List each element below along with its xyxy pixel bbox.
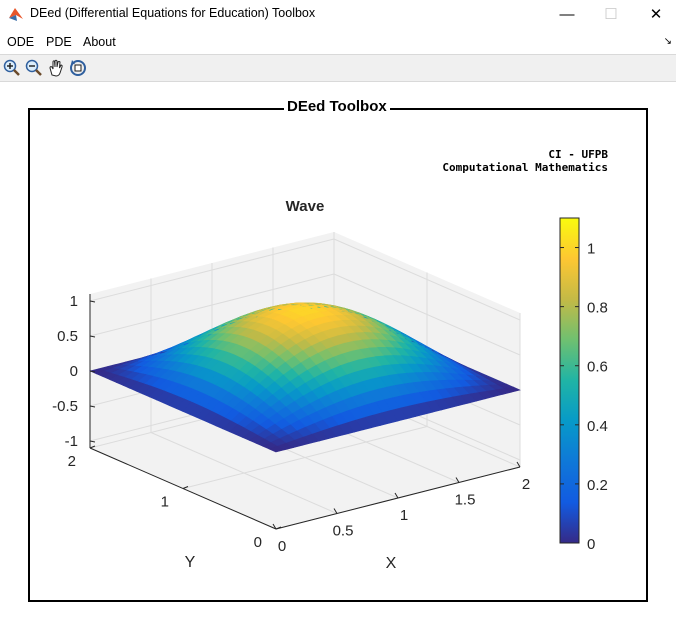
title-bar: DEed (Differential Equations for Educati…	[0, 0, 676, 28]
close-button[interactable]: ✕	[649, 6, 663, 23]
pan-hand-icon[interactable]	[46, 58, 66, 78]
plot-title: Wave	[286, 198, 325, 215]
z-tick-label: 0.5	[57, 328, 78, 345]
y-tick-mark	[182, 486, 189, 489]
z-tick-label: -0.5	[52, 398, 78, 415]
menu-bar: ODE PDE About ↘	[0, 30, 676, 55]
x-axis-label: X	[386, 555, 397, 572]
colorbar-tick-label: 0.2	[587, 477, 608, 494]
colorbar-tick-label: 0.6	[587, 359, 608, 376]
toolbox-panel: DEed Toolbox CI - UFPB Computational Mat…	[28, 98, 648, 602]
x-tick-mark	[394, 492, 399, 499]
zoom-in-icon[interactable]	[2, 58, 22, 78]
x-tick-label: 2	[522, 476, 530, 493]
y-axis-label: Y	[185, 554, 196, 571]
colorbar-tick-label: 1	[587, 241, 595, 258]
z-tick-mark	[89, 300, 96, 303]
credit-department: Computational Mathematics	[442, 161, 608, 174]
x-tick-label: 0	[278, 538, 286, 555]
y-tick-label: 0	[254, 534, 262, 551]
x-tick-label: 1	[400, 507, 408, 524]
y-tick-mark	[275, 526, 282, 530]
y-tick-label: 1	[161, 494, 169, 511]
z-tick-mark	[89, 405, 96, 408]
colorbar-tick-label: 0.4	[587, 418, 608, 435]
figure-area: DEed Toolbox CI - UFPB Computational Mat…	[0, 82, 676, 618]
z-tick-mark	[89, 440, 96, 443]
z-tick-label: 1	[70, 293, 78, 310]
toolbar	[0, 55, 676, 82]
zoom-out-icon[interactable]	[24, 58, 44, 78]
z-tick-mark	[89, 370, 96, 373]
wave-surface-plot[interactable]: -1 -0.5 0 0.5 1 0 0.5 1 1.5 2 0 1 2 X Y Wave 0 0.2 0.4 0.6 0…	[0, 82, 676, 618]
matlab-icon	[9, 8, 23, 21]
x-tick-mark	[272, 523, 277, 530]
window-title: DEed (Differential Equations for Educati…	[30, 6, 316, 20]
x-tick-label: 1.5	[455, 492, 476, 509]
minimize-button[interactable]: —	[559, 5, 575, 23]
colorbar-tick-label: 0	[587, 536, 595, 553]
colorbar-tick-label: 0.8	[587, 300, 608, 317]
menu-pde[interactable]: PDE	[46, 35, 72, 49]
z-tick-label: -1	[65, 433, 78, 450]
x-tick-mark	[455, 477, 460, 483]
x-tick-mark	[516, 461, 521, 468]
wave-surface	[89, 302, 521, 453]
x-tick-mark	[333, 508, 338, 514]
credit-institution: CI - UFPB	[548, 148, 608, 161]
y-tick-mark	[89, 445, 96, 449]
x-tick-label: 0.5	[333, 523, 354, 540]
y-tick-label: 2	[68, 453, 76, 470]
surface-patch	[503, 386, 521, 393]
menu-ode[interactable]: ODE	[7, 35, 35, 49]
z-tick-label: 0	[70, 363, 78, 380]
menu-overflow-arrow[interactable]: ↘	[663, 36, 672, 47]
colorbar[interactable]	[559, 217, 580, 544]
z-tick-mark	[89, 335, 96, 338]
panel-title: DEed Toolbox	[284, 98, 390, 115]
maximize-button[interactable]: ☐	[604, 6, 618, 23]
menu-about[interactable]: About	[83, 35, 116, 49]
rotate-3d-icon[interactable]	[68, 58, 88, 78]
